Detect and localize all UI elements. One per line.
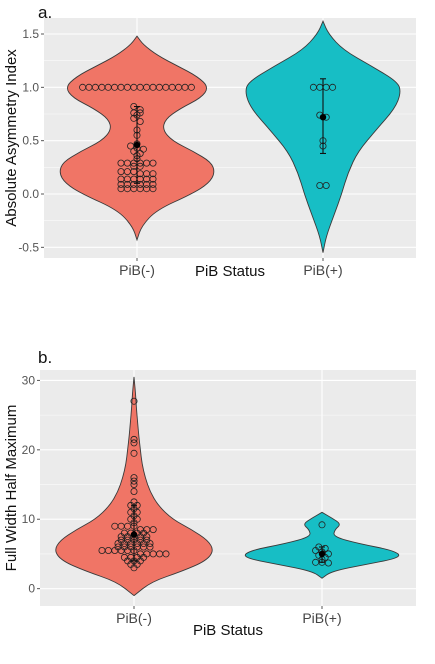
data-point <box>130 397 138 405</box>
y-tick-label: 20 <box>22 443 36 457</box>
data-point <box>149 180 157 188</box>
y-tick-label: 0.5 <box>22 134 39 148</box>
y-tick-label: 1.5 <box>22 27 39 41</box>
violin-1 <box>244 511 400 579</box>
data-point <box>162 550 170 558</box>
y-tick-label: 10 <box>22 512 36 526</box>
data-point <box>130 435 138 443</box>
data-point <box>329 83 337 91</box>
y-axis-title: Full Width Half Maximum <box>3 405 20 572</box>
data-point <box>146 543 154 551</box>
data-point <box>149 159 157 167</box>
y-tick-label: 1.0 <box>22 80 39 94</box>
x-category-label: PiB(-) <box>119 262 155 278</box>
panel-label: a. <box>38 3 52 22</box>
x-axis-title: PiB Status <box>195 263 265 280</box>
data-point <box>127 142 135 150</box>
data-point <box>130 477 138 485</box>
y-axis-title: Absolute Asymmetry Index <box>3 49 20 227</box>
data-point <box>149 185 157 193</box>
data-point <box>130 439 138 447</box>
data-point <box>130 564 138 572</box>
y-tick-label: 30 <box>22 373 36 387</box>
data-point <box>130 449 138 457</box>
data-point <box>130 474 138 482</box>
data-point <box>130 480 138 488</box>
data-point <box>149 175 157 183</box>
mean-point <box>133 141 141 149</box>
panel-label: b. <box>38 348 52 367</box>
x-category-label: PiB(-) <box>116 610 152 626</box>
mean-point <box>319 114 327 121</box>
data-point <box>322 181 330 189</box>
data-point <box>324 559 332 567</box>
data-point <box>187 83 195 91</box>
data-point <box>149 170 157 178</box>
x-category-label: PiB(+) <box>303 262 342 278</box>
violin-0 <box>55 376 213 597</box>
mean-point <box>318 550 326 558</box>
data-point <box>146 540 154 548</box>
panel-a-asymmetry-chart: a. -0.5 0.0 0.5 1.0 1.5 PiB(-) PiB(+) PiB Status… <box>3 3 416 280</box>
data-point <box>143 533 151 541</box>
y-tick-label: 0 <box>28 582 35 596</box>
data-point <box>130 487 138 495</box>
y-tick-label: -0.5 <box>18 240 39 254</box>
x-axis-title: PiB Status <box>193 622 263 639</box>
data-point <box>149 526 157 534</box>
data-point <box>318 521 326 529</box>
x-category-label: PiB(+) <box>302 610 341 626</box>
data-point <box>312 547 320 555</box>
mean-point <box>130 531 138 538</box>
panel-b-fwhm-chart: b. 0 10 20 30 PiB(-) PiB(+) PiB Status Full Widt… <box>3 348 416 639</box>
y-tick-label: 0.0 <box>22 187 39 201</box>
